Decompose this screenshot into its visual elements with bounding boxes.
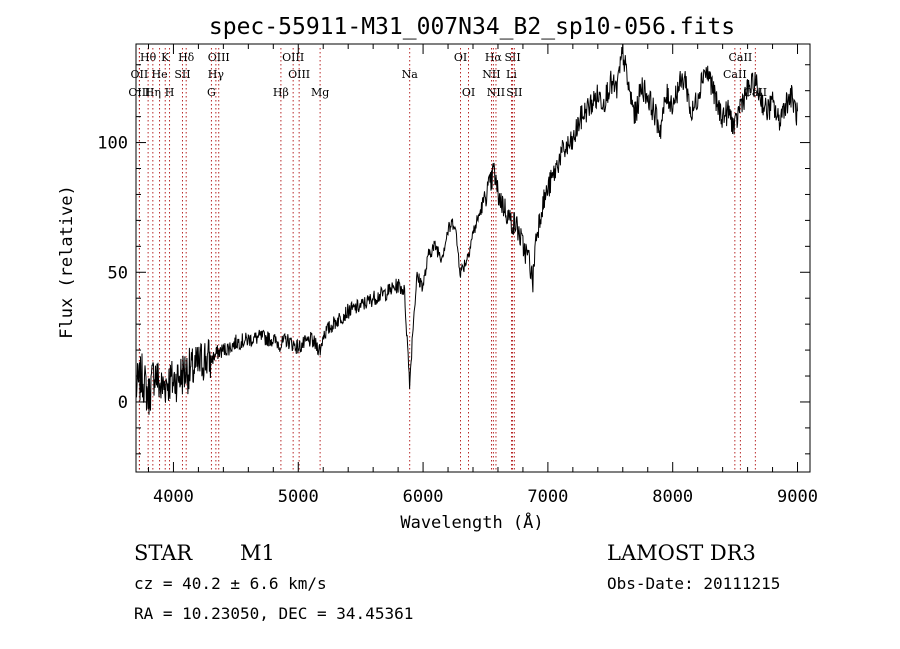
x-tick-label-1: 5000 — [278, 487, 319, 507]
line-marker-label-1: OII — [131, 68, 149, 81]
line-marker-label-11: G — [207, 86, 216, 99]
line-marker-label-23: Li — [506, 68, 517, 81]
object-class-label: STAR — [134, 541, 193, 565]
line-marker-label-17: OI — [454, 51, 467, 64]
line-marker-label-15: Mg — [311, 86, 329, 99]
line-marker-label-25: CaII — [729, 51, 753, 64]
line-marker-label-21: NII — [487, 86, 505, 99]
line-marker-label-3: He — [152, 68, 168, 81]
line-marker-label-19: Hα — [485, 51, 503, 64]
y-axis-label: Flux (relative) — [57, 185, 77, 339]
x-tick-label-0: 4000 — [153, 487, 194, 507]
survey-label: LAMOST DR3 — [607, 541, 756, 565]
x-tick-label-2: 6000 — [403, 487, 444, 507]
line-marker-label-18: OI — [462, 86, 475, 99]
axis-tick-labels: 4000 5000 6000 7000 8000 9000 0 50 100 — [97, 134, 818, 507]
x-tick-label-5: 9000 — [777, 487, 818, 507]
flux-series-line — [135, 43, 798, 415]
x-tick-label-4: 8000 — [652, 487, 693, 507]
line-marker-label-13: OIII — [288, 68, 310, 81]
line-marker-label-12: OIII — [282, 51, 304, 64]
line-marker-label-14: Hβ — [273, 86, 289, 99]
x-axis-label: Wavelength (Å) — [400, 511, 543, 533]
line-marker-label-16: Na — [402, 68, 419, 81]
line-marker-label-8: Hδ — [178, 51, 195, 64]
line-marker-label-26: CaII — [723, 68, 747, 81]
axis-ticks — [136, 44, 810, 472]
redshift-label: cz = 40.2 ± 6.6 km/s — [134, 574, 327, 593]
line-marker-label-2: OIII — [128, 86, 150, 99]
line-marker-label-5: K — [161, 51, 170, 64]
chart-title: spec-55911-M31_007N34_B2_sp10-056.fits — [209, 14, 735, 40]
line-marker-label-24: SII — [506, 86, 522, 99]
line-marker-label-10: Hγ — [208, 68, 225, 81]
y-tick-label-2: 100 — [97, 134, 128, 154]
line-marker-label-22: SII — [504, 51, 520, 64]
line-marker-label-20: NII — [482, 68, 500, 81]
object-subclass-label: M1 — [240, 541, 275, 565]
y-tick-label-0: 0 — [118, 393, 128, 413]
line-marker-label-6: H — [165, 86, 175, 99]
y-tick-label-1: 50 — [108, 263, 128, 283]
line-marker-label-9: OIII — [208, 51, 230, 64]
line-marker-label-7: SII — [174, 68, 190, 81]
obs-date-label: Obs-Date: 20111215 — [607, 574, 780, 593]
line-marker-label-0: Hθ — [140, 51, 157, 64]
plot-frame — [135, 43, 811, 473]
x-tick-label-3: 7000 — [527, 487, 568, 507]
line-marker-label-4: Hη — [145, 86, 161, 99]
coordinates-label: RA = 10.23050, DEC = 34.45361 — [134, 604, 413, 623]
